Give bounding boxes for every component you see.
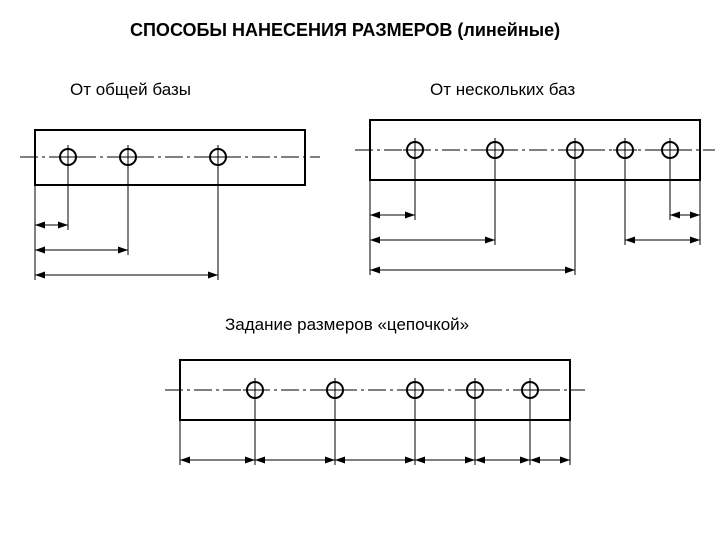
diagram-canvas [0, 0, 720, 540]
